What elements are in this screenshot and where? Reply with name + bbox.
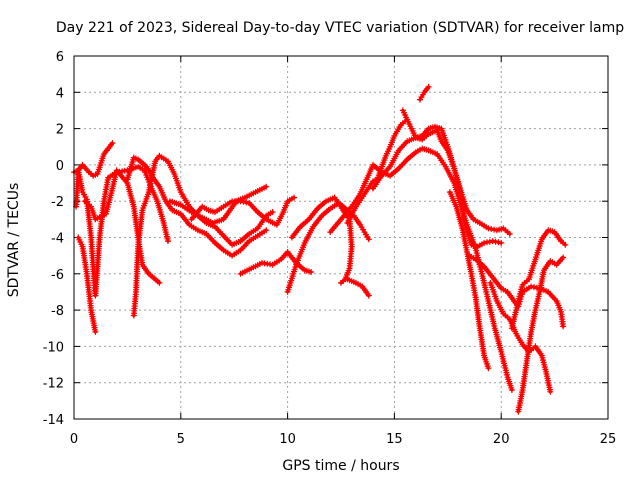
y-axis-label: SDTVAR / TECUs	[6, 183, 22, 298]
x-tick-label: 5	[177, 432, 185, 447]
chart-title: Day 221 of 2023, Sidereal Day-to-day VTE…	[56, 20, 624, 36]
series-s7	[167, 183, 270, 226]
y-tick-label: 4	[56, 86, 64, 101]
x-tick-label: 0	[70, 432, 78, 447]
data-point	[156, 279, 163, 286]
plot-frame	[73, 55, 609, 420]
y-tick-label: 6	[56, 50, 64, 65]
grid-layer	[74, 56, 608, 419]
data-point	[92, 328, 99, 335]
series-layer	[71, 83, 569, 415]
series-s17	[417, 83, 432, 103]
x-tick-label: 10	[279, 432, 296, 447]
y-tick-label: 2	[56, 123, 64, 138]
x-tick-label: 25	[600, 432, 617, 447]
series-s21	[515, 254, 567, 415]
data-point	[562, 241, 569, 248]
series-s2	[73, 140, 116, 210]
series-s9	[237, 249, 315, 277]
data-point	[269, 209, 276, 216]
series-s22	[508, 227, 569, 332]
y-tick-label: -2	[51, 195, 64, 210]
series-s18	[446, 189, 492, 372]
data-point	[308, 269, 315, 275]
data-point	[508, 387, 515, 393]
series-s14	[344, 118, 409, 226]
x-tick-label: 15	[386, 432, 403, 447]
series-s10	[284, 200, 372, 295]
series-s1	[71, 163, 171, 299]
series-s5	[124, 154, 270, 259]
series-s8	[188, 194, 297, 228]
y-tick-label: -12	[43, 377, 64, 392]
data-point	[498, 239, 505, 246]
series-s3	[75, 234, 99, 335]
data-point	[338, 279, 344, 286]
data-point	[165, 238, 171, 245]
y-tick-label: -14	[43, 413, 64, 428]
data-point	[560, 323, 567, 330]
data-point	[560, 254, 567, 261]
data-point	[547, 388, 554, 395]
data-point	[263, 183, 270, 190]
y-tick-label: -6	[51, 268, 64, 283]
data-point	[291, 194, 297, 201]
series-s12	[344, 276, 372, 299]
data-point	[365, 236, 372, 243]
data-point	[109, 140, 116, 147]
series-s16	[399, 107, 505, 250]
data-point	[263, 227, 270, 234]
y-tick-label: -10	[43, 340, 64, 355]
y-tick-label: 0	[56, 159, 64, 174]
y-tick-label: -8	[51, 304, 64, 319]
x-tick-label: 20	[493, 432, 510, 447]
x-axis-label: GPS time / hours	[282, 458, 399, 474]
data-point	[485, 365, 492, 372]
data-point	[506, 230, 513, 237]
y-tick-label: -4	[51, 232, 64, 247]
data-point	[425, 83, 432, 90]
data-point	[365, 292, 372, 299]
